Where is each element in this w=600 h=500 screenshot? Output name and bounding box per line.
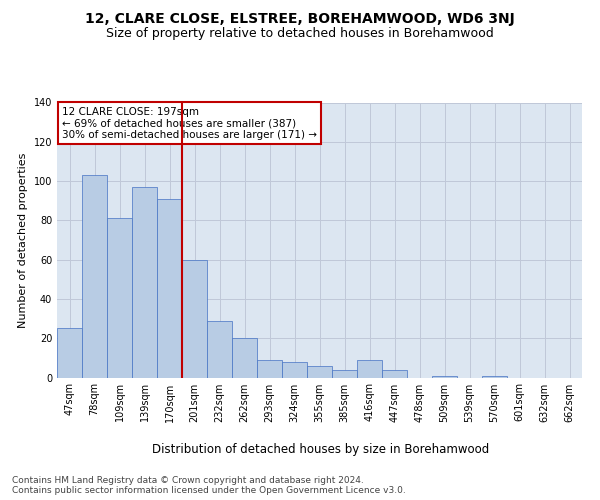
Bar xyxy=(482,376,507,378)
Bar xyxy=(232,338,257,378)
Bar xyxy=(432,376,457,378)
Bar xyxy=(357,360,382,378)
Text: Size of property relative to detached houses in Borehamwood: Size of property relative to detached ho… xyxy=(106,28,494,40)
Bar xyxy=(182,260,207,378)
Bar xyxy=(382,370,407,378)
Bar xyxy=(307,366,332,378)
Bar xyxy=(82,175,107,378)
Bar xyxy=(282,362,307,378)
Bar xyxy=(107,218,132,378)
Bar xyxy=(332,370,357,378)
Text: Contains HM Land Registry data © Crown copyright and database right 2024.
Contai: Contains HM Land Registry data © Crown c… xyxy=(12,476,406,495)
Bar xyxy=(207,320,232,378)
Bar xyxy=(132,187,157,378)
Text: 12 CLARE CLOSE: 197sqm
← 69% of detached houses are smaller (387)
30% of semi-de: 12 CLARE CLOSE: 197sqm ← 69% of detached… xyxy=(62,106,317,140)
Text: Distribution of detached houses by size in Borehamwood: Distribution of detached houses by size … xyxy=(152,442,490,456)
Bar xyxy=(257,360,282,378)
Bar xyxy=(57,328,82,378)
Y-axis label: Number of detached properties: Number of detached properties xyxy=(18,152,28,328)
Bar xyxy=(157,198,182,378)
Text: 12, CLARE CLOSE, ELSTREE, BOREHAMWOOD, WD6 3NJ: 12, CLARE CLOSE, ELSTREE, BOREHAMWOOD, W… xyxy=(85,12,515,26)
